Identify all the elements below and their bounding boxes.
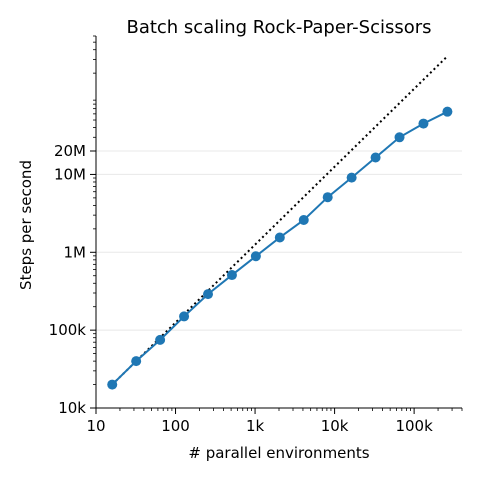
data-point-7 xyxy=(274,232,285,243)
y-axis-label: Steps per second xyxy=(17,160,35,290)
x-axis-label: # parallel environments xyxy=(188,444,369,462)
data-point-2 xyxy=(155,334,166,345)
x-tick-label-3: 10k xyxy=(321,417,349,435)
grid xyxy=(96,150,462,409)
data-point-12 xyxy=(394,132,405,143)
chart-title: Batch scaling Rock-Paper-Scissors xyxy=(126,17,431,38)
data-point-6 xyxy=(250,251,261,262)
data-point-10 xyxy=(346,172,357,183)
x-tick-label-1: 100 xyxy=(161,417,190,435)
y-tick-label-1: 100k xyxy=(49,321,87,339)
series-layer xyxy=(107,55,453,390)
x-tick-label-0: 10 xyxy=(86,417,105,435)
reference-line xyxy=(111,55,449,386)
data-point-4 xyxy=(202,289,213,300)
data-point-13 xyxy=(418,118,429,129)
data-point-11 xyxy=(370,152,381,163)
y-tick-label-4: 20M xyxy=(54,142,86,160)
data-point-1 xyxy=(131,356,142,367)
axes: 10 100 1k 10k 100k 10k 100k 1M 10M 20M xyxy=(49,35,463,435)
x-tick-label-4: 100k xyxy=(395,417,433,435)
y-tick-label-2: 1M xyxy=(64,243,87,261)
data-point-3 xyxy=(179,311,190,322)
data-point-0 xyxy=(107,379,118,390)
data-point-9 xyxy=(322,192,333,203)
data-point-8 xyxy=(298,214,309,225)
x-tick-label-2: 1k xyxy=(246,417,265,435)
data-point-5 xyxy=(226,270,237,281)
data-point-14 xyxy=(442,106,453,117)
y-tick-label-0: 10k xyxy=(58,399,86,417)
y-tick-label-3: 10M xyxy=(54,165,86,183)
